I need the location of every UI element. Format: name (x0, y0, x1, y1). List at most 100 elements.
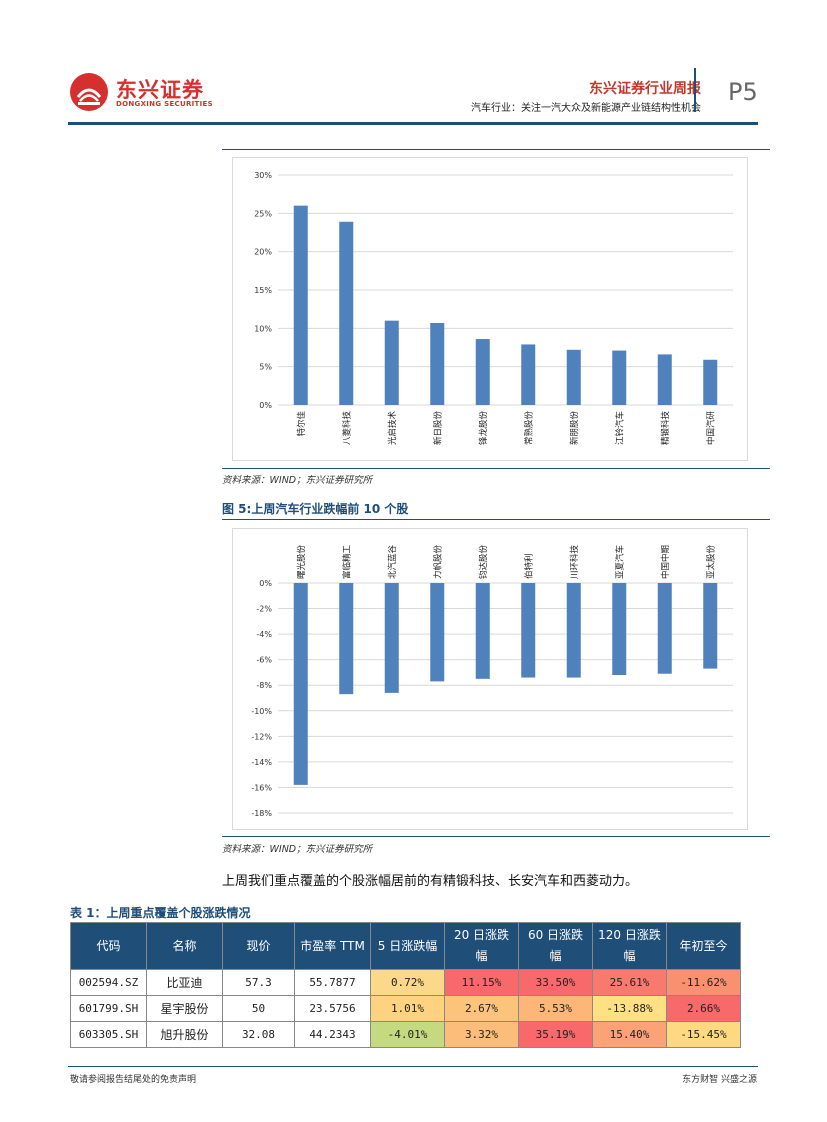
table-header-cell: 代码 (70, 922, 147, 970)
figure4-chart-frame: 0% 5% 10% 15% 20% 25% 30% 特尔佳 八菱科技 光启技术 新日股份 锋龙股份 常熟… (232, 157, 748, 461)
footer-rule (68, 1066, 758, 1067)
y-tick-label: 25% (254, 209, 272, 218)
category-label: 中国汽研 (705, 411, 716, 446)
table-header-cell: 市盈率 TTM (294, 922, 371, 970)
report-subtitle: 汽车行业：关注一汽大众及新能源产业链结构性机会 (471, 103, 701, 114)
table-cell: 比亚迪 (146, 969, 223, 996)
bar (339, 221, 354, 405)
category-label: 亚夏汽车 (614, 545, 625, 579)
bar (475, 583, 490, 679)
figure5-title: 图 5:上周汽车行业跌幅前 10 个股 (222, 502, 409, 516)
y-tick-label: -14% (251, 758, 272, 767)
bar (293, 583, 308, 785)
company-logo-icon (70, 73, 108, 111)
category-label: 锋龙股份 (478, 411, 489, 446)
table-cell: 15.40% (592, 1021, 667, 1048)
bar (657, 583, 672, 674)
table-cell: 2.67% (444, 995, 519, 1022)
table-cell: 50 (222, 995, 295, 1022)
table-header-cell: 名称 (146, 922, 223, 970)
category-label: 八菱科技 (341, 411, 352, 446)
y-tick-label: 0% (259, 579, 272, 588)
table-cell: 002594.SZ (70, 969, 147, 996)
y-tick-label: -10% (251, 707, 272, 716)
page-number: P5 (728, 78, 758, 106)
bar (521, 583, 536, 678)
stock-performance-table: 代码 名称 现价 市盈率 TTM 5 日涨跌幅 20 日涨跌幅 60 日涨跌幅 120 日涨跌… (70, 922, 741, 1048)
y-tick-label: 20% (254, 248, 272, 257)
table-row: 603305.SH 旭升股份 32.08 44.2343 -4.01% 3.32% 35.1… (70, 1021, 741, 1048)
category-label: 伯特利 (523, 553, 534, 579)
y-tick-label: 0% (259, 401, 272, 410)
category-label: 北汽蓝谷 (387, 544, 398, 579)
table-cell: 33.50% (518, 969, 593, 996)
category-label: 常熟股份 (523, 411, 534, 446)
company-logo-text: 东兴证券 (116, 78, 204, 102)
y-tick-label: 10% (254, 324, 272, 333)
figure4-bar-chart: 0% 5% 10% 15% 20% 25% 30% 特尔佳 八菱科技 光启技术 新日股份 锋龙股份 常熟… (254, 171, 733, 446)
category-label: 富临精工 (341, 544, 352, 579)
table-header-cell: 120 日涨跌幅 (592, 922, 667, 970)
header-divider (694, 68, 696, 112)
category-label: 川环科技 (569, 544, 580, 579)
table-cell: 32.08 (222, 1021, 295, 1048)
bar (657, 354, 672, 405)
table-cell: 603305.SH (70, 1021, 147, 1048)
y-tick-label: -2% (256, 605, 272, 614)
table-cell: -4.01% (370, 1021, 445, 1048)
bar (566, 583, 581, 678)
category-label: 力帆股份 (432, 544, 443, 579)
figure5-chart-frame: 0% -2% -4% -6% -8% -10% -12% -14% -16% -18% 曙光股份 富临… (232, 528, 748, 830)
bar (293, 205, 308, 405)
category-label: 光启技术 (387, 411, 398, 446)
table-header-cell: 年初至今 (666, 922, 741, 970)
header-rule (68, 122, 758, 125)
table-header-cell: 现价 (222, 922, 295, 970)
figure4-top-rule (222, 149, 770, 150)
table-header-cell: 5 日涨跌幅 (370, 922, 445, 970)
figure5-top-rule (222, 519, 770, 520)
report-title: 东兴证券行业周报 (589, 81, 701, 97)
table-cell: 3.32% (444, 1021, 519, 1048)
y-tick-label: -6% (256, 656, 272, 665)
y-tick-label: 5% (259, 363, 272, 372)
table-cell: 44.2343 (294, 1021, 371, 1048)
table-cell: 2.66% (666, 995, 741, 1022)
y-tick-label: 30% (254, 171, 272, 180)
table-row: 601799.SH 星宇股份 50 23.5756 1.01% 2.67% 5.53% -13… (70, 995, 741, 1022)
footer-disclaimer: 敬请参阅报告结尾处的免责声明 (70, 1075, 197, 1085)
table-cell: 23.5756 (294, 995, 371, 1022)
bar (384, 320, 399, 405)
category-label: 新日股份 (432, 411, 443, 446)
table-cell: 601799.SH (70, 995, 147, 1022)
bar (475, 339, 490, 405)
bar (339, 583, 354, 695)
table-cell: 1.01% (370, 995, 445, 1022)
category-label: 江铃汽车 (614, 411, 625, 445)
category-label: 曙光股份 (296, 544, 307, 579)
table-cell: -13.88% (592, 995, 667, 1022)
category-label: 新朋股份 (569, 411, 580, 446)
table-title: 表 1：上周重点覆盖个股涨跌情况 (70, 906, 251, 920)
bar (703, 359, 718, 405)
figure4-bottom-rule (222, 468, 770, 469)
table-cell: -11.62% (666, 969, 741, 996)
bar (566, 349, 581, 405)
table-cell: 5.53% (518, 995, 593, 1022)
bar (612, 583, 627, 675)
category-label: 精锻科技 (660, 411, 671, 446)
table-cell: 星宇股份 (146, 995, 223, 1022)
y-tick-label: -16% (251, 783, 272, 792)
y-tick-label: -8% (256, 681, 272, 690)
body-paragraph: 上周我们重点覆盖的个股涨幅居前的有精锻科技、长安汽车和西菱动力。 (222, 874, 639, 889)
table-cell: 55.7877 (294, 969, 371, 996)
y-tick-label: -4% (256, 630, 272, 639)
category-label: 亚太股份 (705, 544, 716, 579)
table-header-row: 代码 名称 现价 市盈率 TTM 5 日涨跌幅 20 日涨跌幅 60 日涨跌幅 120 日涨跌… (70, 922, 741, 970)
table-cell: 25.61% (592, 969, 667, 996)
y-tick-label: 15% (254, 286, 272, 295)
footer-slogan: 东方财智 兴盛之源 (682, 1075, 757, 1085)
bar (430, 583, 445, 682)
table-cell: 0.72% (370, 969, 445, 996)
bar (703, 583, 718, 669)
